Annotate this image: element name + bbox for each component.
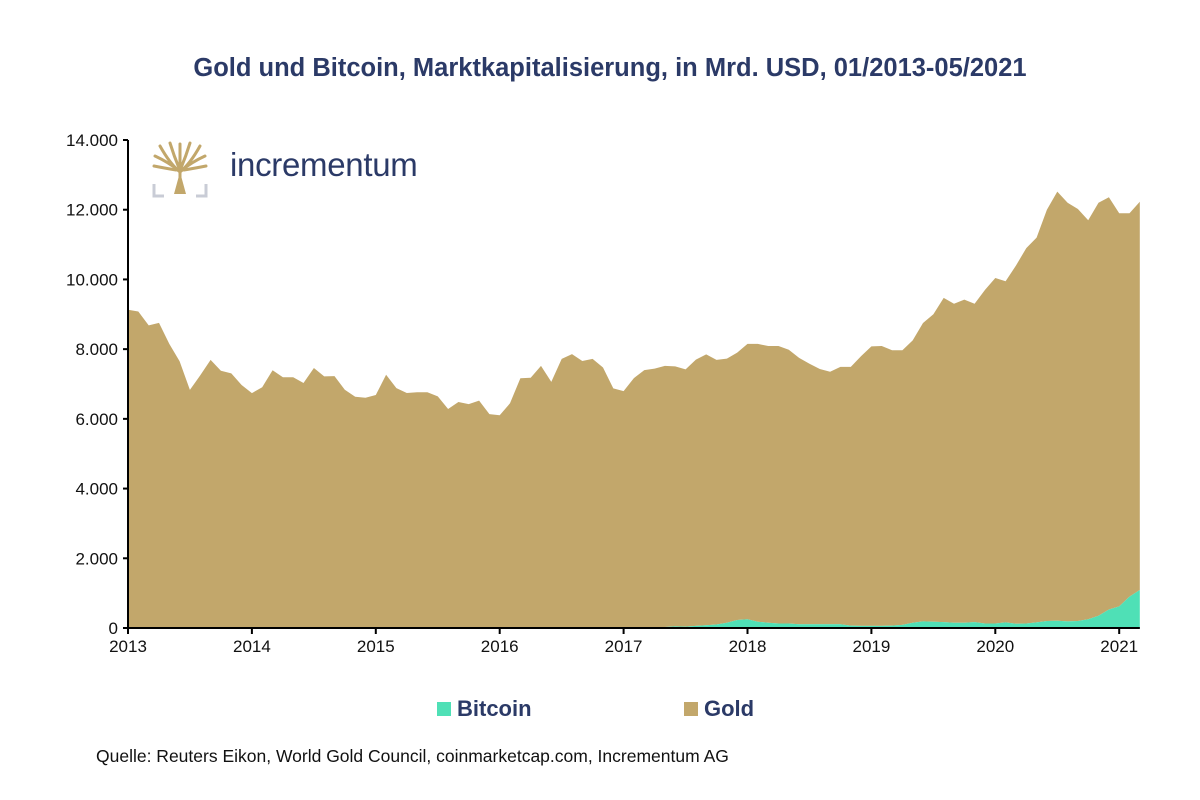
source-note: Quelle: Reuters Eikon, World Gold Counci… — [96, 746, 729, 766]
x-tick-label: 2018 — [729, 637, 767, 656]
y-tick-label: 4.000 — [75, 480, 118, 499]
x-tick-label: 2020 — [976, 637, 1014, 656]
area-bitcoin — [128, 590, 1140, 628]
bitcoin-swatch — [437, 702, 451, 716]
legend-label-bitcoin: Bitcoin — [457, 696, 532, 721]
gold-swatch — [684, 702, 698, 716]
y-tick-label: 10.000 — [66, 270, 118, 289]
x-tick-label: 2013 — [109, 637, 147, 656]
x-tick-label: 2021 — [1100, 637, 1138, 656]
y-tick-label: 14.000 — [66, 131, 118, 150]
incrementum-logo: incrementum — [152, 140, 452, 200]
legend-label-gold: Gold — [704, 696, 755, 721]
chart-title: Gold und Bitcoin, Marktkapitalisierung, … — [193, 54, 1027, 82]
x-tick-label: 2015 — [357, 637, 395, 656]
area-gold — [128, 191, 1140, 628]
y-tick-label: 6.000 — [75, 410, 118, 429]
y-tick-label: 8.000 — [75, 340, 118, 359]
legend-item-gold: Gold — [684, 696, 754, 722]
tree-logo-icon — [152, 141, 208, 198]
logo-text: incrementum — [230, 146, 418, 183]
y-tick-label: 12.000 — [66, 201, 118, 220]
x-tick-label: 2019 — [852, 637, 890, 656]
legend-item-bitcoin: Bitcoin — [437, 696, 532, 722]
y-tick-label: 0 — [109, 619, 118, 638]
x-tick-label: 2017 — [605, 637, 643, 656]
y-tick-label: 2.000 — [75, 549, 118, 568]
x-tick-label: 2014 — [233, 637, 271, 656]
x-tick-label: 2016 — [481, 637, 519, 656]
